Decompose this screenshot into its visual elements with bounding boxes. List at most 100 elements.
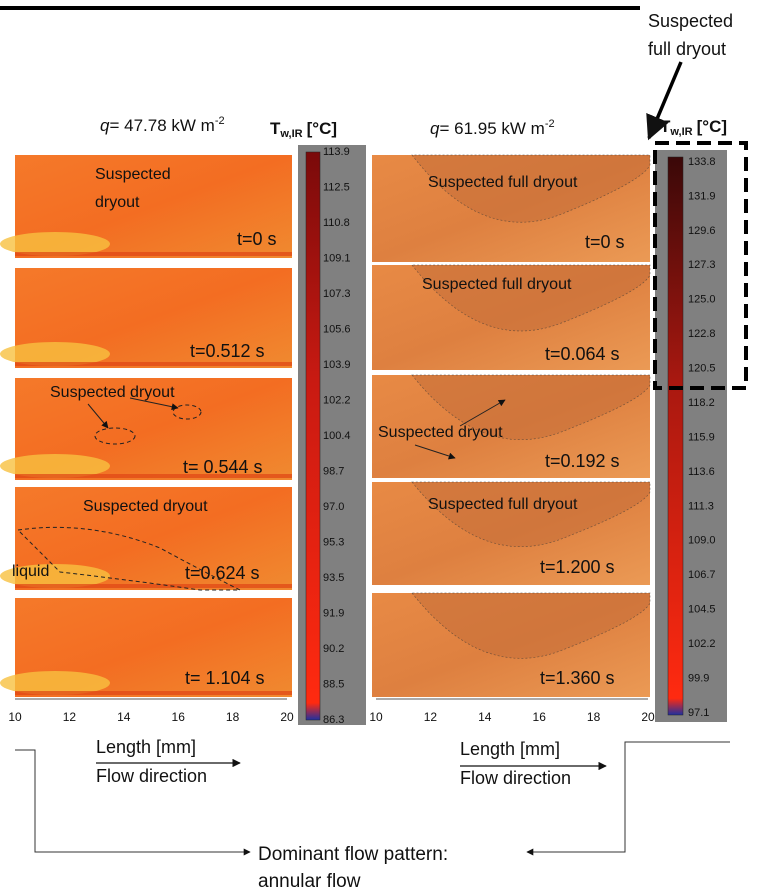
dryout-outline <box>172 404 202 420</box>
annotation: Suspected dryout <box>378 424 503 441</box>
q-symbol: q <box>100 116 110 135</box>
scale-subscript: w,IR <box>669 126 692 138</box>
dryout-region <box>411 481 651 547</box>
scale-label: 90.2 <box>323 643 344 655</box>
flow-label: Flow direction <box>96 766 207 786</box>
dryout-outline <box>94 427 136 445</box>
x-tick-label: 10 <box>8 710 22 724</box>
scale-label: 131.9 <box>688 190 716 202</box>
dryout-region <box>411 264 651 332</box>
scale-label: 95.3 <box>323 536 344 548</box>
scale-label: 106.7 <box>688 569 716 581</box>
flux-value: = 61.95 kW m <box>439 119 544 138</box>
scale-symbol: T <box>270 119 281 138</box>
x-tick-label: 18 <box>226 710 240 724</box>
colorbar <box>667 156 684 716</box>
liquid-region <box>0 454 110 478</box>
scale-label: 104.5 <box>688 604 716 616</box>
scale-label: 118.2 <box>688 397 715 409</box>
annotation: Suspected full dryout <box>422 276 572 293</box>
scale-title: Tw,IR [°C] <box>660 117 727 137</box>
liquid-region <box>0 564 110 588</box>
time-label: t=0.512 s <box>190 341 265 361</box>
heat-flux: q= 61.95 kW m-2 <box>430 118 555 139</box>
liquid-region <box>0 232 110 256</box>
x-tick-label: 12 <box>424 710 438 724</box>
colorbar-frame <box>655 150 727 722</box>
q-symbol: q <box>430 119 440 138</box>
scale-label: 102.2 <box>688 638 716 650</box>
x-tick-label: 18 <box>587 710 601 724</box>
scale-label: 133.8 <box>688 156 716 168</box>
x-tick-label: 14 <box>117 710 131 724</box>
x-tick-label: 16 <box>533 710 547 724</box>
scale-label: 113.9 <box>323 146 350 158</box>
annotation: dryout <box>95 194 140 211</box>
scale-label: 122.8 <box>688 328 716 340</box>
time-label: t=0.192 s <box>545 451 620 471</box>
time-label: t= 1.104 s <box>185 668 265 688</box>
exponent: -2 <box>545 118 555 130</box>
x-tick-label: 16 <box>172 710 186 724</box>
scale-label: 99.9 <box>688 672 709 684</box>
scale-title: Tw,IR [°C] <box>270 119 337 139</box>
top-note: Suspected <box>648 11 733 31</box>
scale-label: 113.6 <box>688 466 715 478</box>
footer-text: Dominant flow pattern: <box>258 844 448 865</box>
scale-label: 129.6 <box>688 225 716 237</box>
exponent: -2 <box>215 115 225 127</box>
time-label: t=0 s <box>237 229 277 249</box>
pointer <box>414 444 456 460</box>
scale-label: 86.3 <box>323 714 344 726</box>
scale-unit: [°C] <box>697 117 727 136</box>
annotation: Suspected <box>95 166 171 183</box>
x-tick-label: 20 <box>280 710 294 724</box>
dryout-region <box>411 154 651 223</box>
x-tick-label: 12 <box>63 710 77 724</box>
scale-label: 110.8 <box>323 217 350 229</box>
time-label: t=1.360 s <box>540 668 615 688</box>
x-tick-label: 14 <box>478 710 492 724</box>
time-label: t=1.200 s <box>540 557 615 577</box>
dryout-region <box>411 592 651 659</box>
axis-label: Length [mm] <box>460 739 560 759</box>
footer-text: annular flow <box>258 871 361 892</box>
time-label: t=0.624 s <box>185 563 260 583</box>
time-label: t= 0.544 s <box>183 457 263 477</box>
scale-label: 127.3 <box>688 259 716 271</box>
time-label: t=0 s <box>585 232 625 252</box>
liquid-label: liquid <box>12 563 49 580</box>
annotation: Suspected dryout <box>83 498 208 515</box>
scale-unit: [°C] <box>307 119 337 138</box>
scale-label: 88.5 <box>323 678 344 690</box>
scale-label: 93.5 <box>323 572 344 584</box>
liquid-outline <box>16 526 241 591</box>
heat-flux: q= 47.78 kW m-2 <box>100 115 225 136</box>
flow-label: Flow direction <box>460 768 571 788</box>
annotation: Suspected full dryout <box>428 174 578 191</box>
top-note: full dryout <box>648 39 726 59</box>
scale-label: 97.1 <box>688 707 709 719</box>
highlight-box <box>653 141 748 390</box>
annotation: Suspected dryout <box>50 384 175 401</box>
axis-label: Length [mm] <box>96 737 196 757</box>
scale-label: 103.9 <box>323 359 351 371</box>
scale-label: 97.0 <box>323 501 344 513</box>
liquid-region <box>0 342 110 366</box>
colorbar <box>305 151 321 721</box>
scale-label: 120.5 <box>688 363 716 375</box>
connector <box>15 749 251 856</box>
scale-label: 100.4 <box>323 430 351 442</box>
pointer <box>87 403 109 429</box>
scale-label: 115.9 <box>688 431 715 443</box>
flux-value: = 47.78 kW m <box>109 116 214 135</box>
time-label: t=0.064 s <box>545 344 620 364</box>
scale-label: 125.0 <box>688 294 716 306</box>
scale-label: 112.5 <box>323 181 350 193</box>
scale-label: 102.2 <box>323 394 351 406</box>
pointer <box>459 399 506 427</box>
connector <box>526 741 730 856</box>
scale-symbol: T <box>660 117 671 136</box>
scale-label: 109.0 <box>688 535 716 547</box>
